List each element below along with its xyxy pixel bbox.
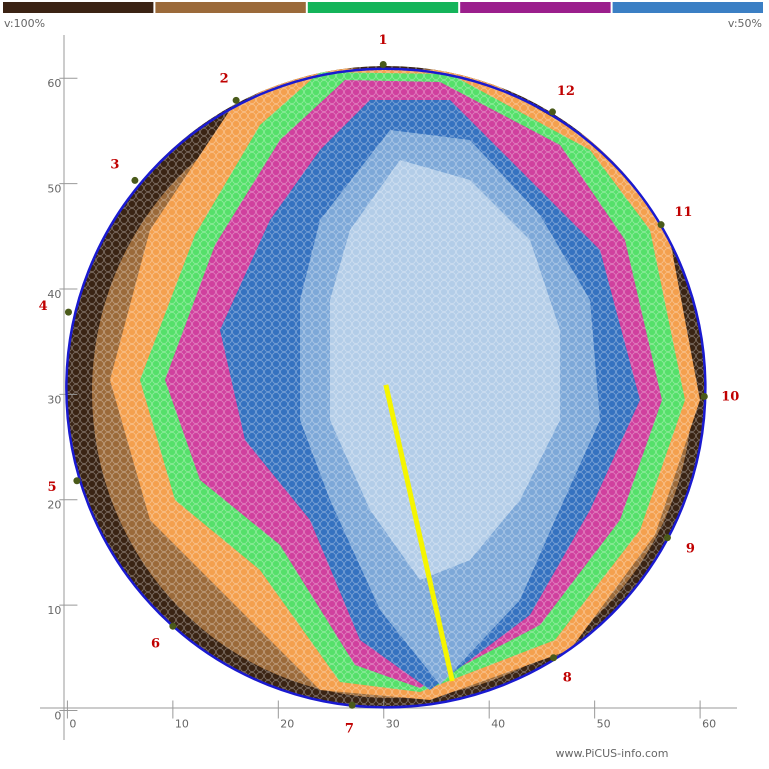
y-tick-label: 40 xyxy=(47,288,61,301)
sensor-label: 5 xyxy=(47,480,56,495)
y-tick-label: 20 xyxy=(47,499,61,512)
y-tick-label: 60 xyxy=(47,77,61,90)
legend-swatch xyxy=(612,2,763,13)
sensor xyxy=(700,392,708,400)
sensor-label: 1 xyxy=(378,33,387,48)
sensor-label: 12 xyxy=(557,84,575,99)
sensor-label: 6 xyxy=(151,637,160,652)
x-tick-label: 60 xyxy=(702,717,716,730)
sensor-label: 9 xyxy=(686,541,695,556)
legend-swatch xyxy=(307,2,459,13)
x-tick-label: 40 xyxy=(491,717,505,730)
color-legend xyxy=(3,2,763,13)
trunk-outline xyxy=(65,67,707,709)
sensor-label: 3 xyxy=(110,158,119,173)
sensor-label: 8 xyxy=(563,671,572,686)
x-tick-label: 0 xyxy=(69,717,76,730)
y-tick-label: 0 xyxy=(54,709,61,722)
plot: 0 10 20 30 40 50 60010203040506012345678910111… xyxy=(39,33,740,737)
tomogram-image xyxy=(67,66,705,708)
sensor xyxy=(663,534,671,542)
y-tick-label: 30 xyxy=(47,393,61,406)
measure-line xyxy=(383,384,455,682)
x-tick-label: 30 xyxy=(386,717,400,730)
sensor xyxy=(73,477,81,485)
legend-left-label: v:100% xyxy=(4,17,45,30)
sensor xyxy=(548,108,556,116)
y-tick-label: 10 xyxy=(47,604,61,617)
sensor-label: 11 xyxy=(674,205,692,220)
sensor xyxy=(657,221,665,229)
legend-swatch xyxy=(155,2,306,13)
x-tick-label: 50 xyxy=(597,717,611,730)
watermark: www.PiCUS-info.com xyxy=(555,747,668,760)
sensor xyxy=(379,61,387,69)
y-tick-label: 50 xyxy=(47,183,61,196)
legend-swatch xyxy=(3,2,154,13)
sensor xyxy=(550,654,558,662)
legend-right-label: v:50% xyxy=(728,17,762,30)
sensor xyxy=(64,308,72,316)
x-tick-label: 20 xyxy=(280,717,294,730)
sensor-label: 10 xyxy=(721,390,739,405)
legend-swatch xyxy=(460,2,611,13)
sensor xyxy=(169,622,177,630)
sensor-label: 4 xyxy=(39,299,48,314)
sensor xyxy=(232,96,240,104)
sensor-label: 2 xyxy=(220,72,229,87)
sensor xyxy=(131,176,139,184)
sensor-label: 7 xyxy=(345,722,354,737)
x-tick-label: 10 xyxy=(175,717,189,730)
sensor xyxy=(348,701,356,709)
